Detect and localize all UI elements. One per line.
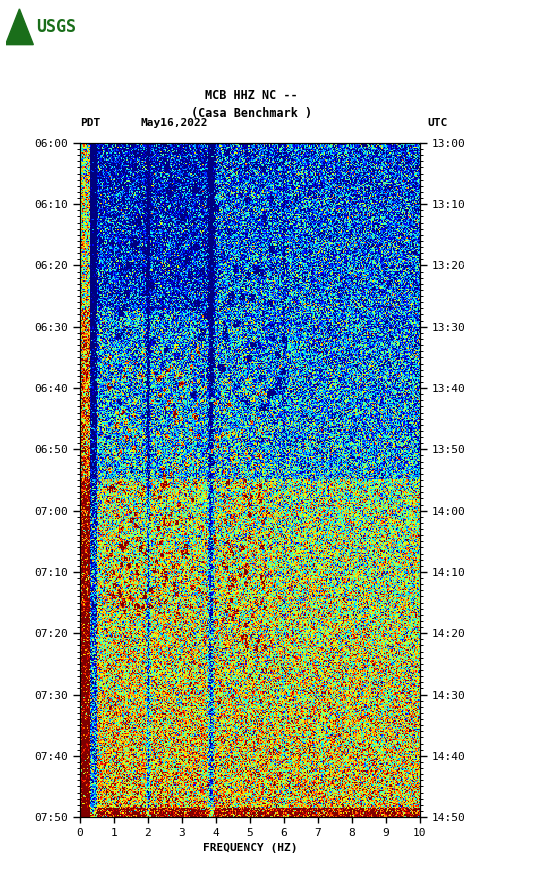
Text: PDT: PDT	[80, 118, 100, 129]
X-axis label: FREQUENCY (HZ): FREQUENCY (HZ)	[203, 843, 297, 853]
Text: May16,2022: May16,2022	[141, 118, 208, 129]
Text: UTC: UTC	[428, 118, 448, 129]
Text: (Casa Benchmark ): (Casa Benchmark )	[190, 107, 312, 120]
Text: MCB HHZ NC --: MCB HHZ NC --	[205, 89, 298, 102]
Text: USGS: USGS	[36, 18, 76, 36]
Polygon shape	[6, 9, 33, 45]
